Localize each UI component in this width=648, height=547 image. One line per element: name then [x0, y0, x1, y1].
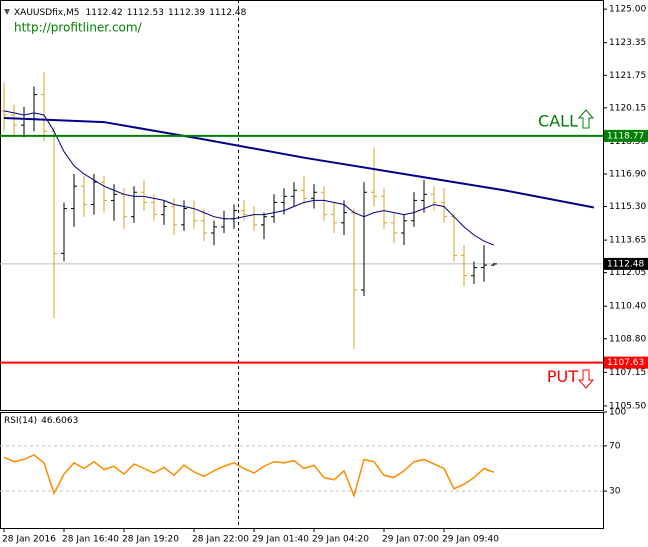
x-tick-label: 29 Jan 09:40 [442, 535, 499, 545]
price-panel [0, 0, 604, 411]
y-tick-label: 1113.65 [609, 236, 646, 246]
bar [61, 202, 67, 262]
bar [1, 82, 7, 132]
level-label: 1118.77 [607, 131, 644, 141]
bar [271, 194, 277, 223]
bar [81, 175, 87, 217]
slow-ma [3, 117, 595, 209]
bar [331, 202, 337, 233]
bar [421, 180, 427, 213]
y-tick-label: 1108.80 [609, 334, 646, 344]
rsi-panel [0, 412, 604, 529]
level-label-box [604, 129, 648, 142]
header: XAUUSDfix,M5 1112.42 1112.53 1112.39 1112.48 [14, 8, 247, 18]
x-tick-label: 28 Jan 19:20 [122, 535, 179, 545]
fast-ma [3, 110, 495, 246]
x-tick-label: 29 Jan 01:40 [252, 535, 309, 545]
bar [471, 261, 477, 284]
rsi-tick-label: 100 [609, 408, 626, 418]
bar [341, 200, 347, 236]
header-high: 1112.53 [127, 8, 164, 18]
bar [321, 186, 327, 221]
bar [381, 188, 387, 229]
bar [201, 208, 207, 242]
bar [181, 200, 187, 231]
y-tick-label: 1125.00 [609, 5, 646, 15]
y-tick-label: 1115.30 [609, 202, 646, 212]
y-tick-label: 1120.15 [609, 103, 646, 113]
x-tick-label: 29 Jan 04:20 [312, 535, 369, 545]
bar [161, 200, 167, 225]
header-icon [4, 9, 10, 15]
call-arrow [577, 109, 595, 129]
rsi-value: 46.6063 [41, 416, 78, 426]
y-tick-label: 1112.05 [609, 268, 646, 278]
bar [491, 262, 497, 266]
level-label: 1107.63 [607, 358, 644, 368]
y-tick-label: 1105.50 [609, 401, 646, 411]
bar [371, 147, 377, 207]
bar [101, 175, 107, 213]
x-tick-label: 28 Jan 22:00 [192, 535, 249, 545]
header-open: 1112.42 [86, 8, 123, 18]
bar [311, 184, 317, 209]
bar [261, 212, 267, 240]
y-tick-label: 1110.40 [609, 302, 646, 312]
bar [431, 186, 437, 211]
bar [131, 186, 137, 223]
y-tick-label: 1107.15 [609, 368, 646, 378]
last-price-label: 1112.48 [607, 259, 644, 269]
bar [391, 212, 397, 244]
rsi-header: RSI(14) 46.6063 [4, 416, 78, 426]
bar [11, 104, 17, 136]
bar [411, 192, 417, 227]
bar [481, 245, 487, 282]
y-tick-label: 1121.75 [609, 71, 646, 81]
rsi-label: RSI(14) [4, 416, 37, 426]
x-tick-label: 28 Jan 16:40 [62, 535, 119, 545]
rsi-tick-label: 30 [609, 487, 621, 497]
y-tick-label: 1116.90 [609, 169, 646, 179]
level-label-box [604, 356, 648, 369]
watermark: http://profitliner.com/ [14, 21, 143, 35]
bar [361, 182, 367, 297]
last-price-box [604, 257, 648, 270]
bar [461, 245, 467, 286]
level-name: CALL [538, 111, 578, 130]
header-close: 1112.48 [209, 8, 246, 18]
symbol: XAUUSDfix,M5 [14, 8, 80, 18]
bar [41, 72, 47, 142]
x-tick-label: 29 Jan 07:00 [382, 535, 439, 545]
bar [401, 214, 407, 246]
header-low: 1112.39 [168, 8, 205, 18]
bar [71, 173, 77, 227]
bar [141, 180, 147, 211]
bar [291, 182, 297, 207]
bar [241, 200, 247, 221]
put-arrow [577, 369, 595, 389]
rsi-line [3, 454, 495, 498]
y-tick-label: 1123.35 [609, 38, 646, 48]
rsi-tick-label: 70 [609, 441, 621, 451]
level-name: PUT [547, 367, 578, 386]
x-tick-label: 28 Jan 2016 [2, 535, 56, 545]
bar [301, 175, 307, 205]
bar [211, 220, 217, 246]
bar [441, 188, 447, 223]
